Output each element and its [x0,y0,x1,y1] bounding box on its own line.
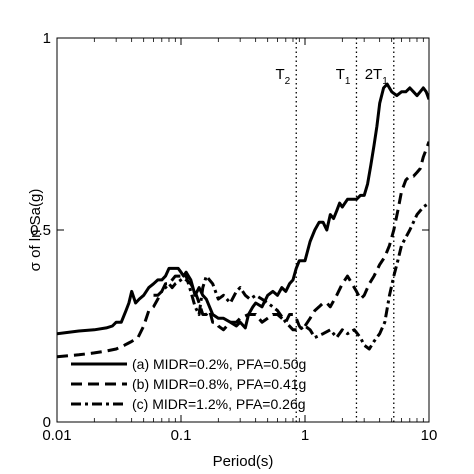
legend-label-a: (a) MIDR=0.2%, PFA=0.50g [132,356,306,372]
reference-label-1: T2 [276,66,291,87]
y-axis-label: σ of ln Sa(g) [27,189,44,272]
axis-ticks: 0.01 0.1 1 10 0 0.5 1 [30,30,437,444]
x-tick-label: 0.1 [171,427,192,444]
x-tick-label: 10 [421,427,438,444]
y-tick-label: 1 [43,30,51,47]
legend-label-b: (b) MIDR=0.8%, PFA=0.41g [132,376,306,392]
series-line-b [57,141,429,359]
series-line-c [153,201,429,351]
x-tick-label: 1 [301,427,309,444]
reference-label-2: T1 [336,66,351,87]
series-lines [57,82,429,359]
series-line-a [57,82,429,336]
y-tick-label: 0.5 [30,222,51,239]
x-tick-label: 0.01 [42,427,71,444]
x-axis-label: Period(s) [213,453,274,470]
legend-label-c: (c) MIDR=1.2%, PFA=0.26g [132,396,306,412]
y-tick-label: 0 [43,414,51,431]
reference-label-3: 2T1 [365,66,389,87]
legend: (a) MIDR=0.2%, PFA=0.50g (b) MIDR=0.8%, P… [71,356,306,412]
